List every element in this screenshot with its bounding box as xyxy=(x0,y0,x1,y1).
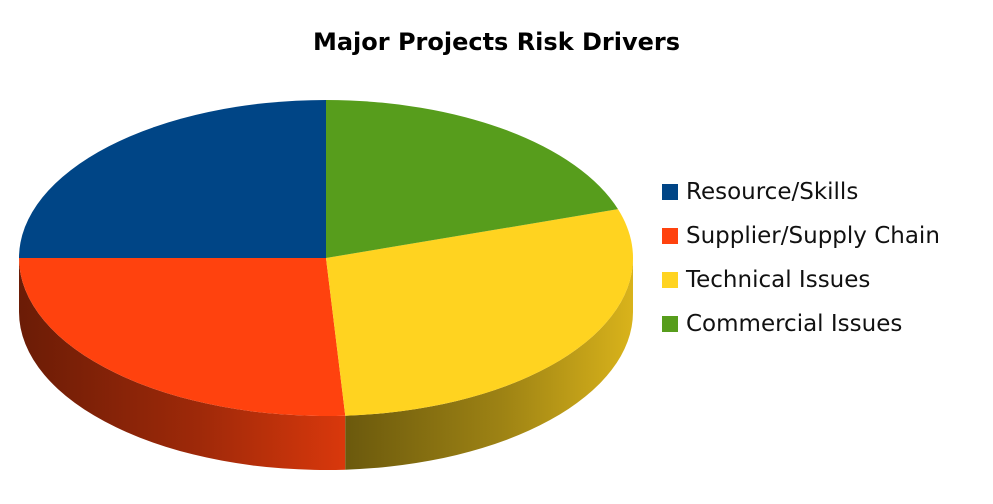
legend-label: Resource/Skills xyxy=(686,179,859,205)
legend-label: Technical Issues xyxy=(686,267,871,293)
legend-label: Commercial Issues xyxy=(686,311,903,337)
legend-swatch xyxy=(662,316,678,332)
legend-swatch xyxy=(662,272,678,288)
legend: Resource/Skills Supplier/Supply Chain Te… xyxy=(662,170,940,346)
legend-item-supplier-supply-chain: Supplier/Supply Chain xyxy=(662,214,940,258)
pie-slice-resource-skills xyxy=(19,100,326,258)
chart-title: Major Projects Risk Drivers xyxy=(312,28,681,56)
pie-side-supplier-supply-chain xyxy=(19,258,346,470)
legend-item-technical-issues: Technical Issues xyxy=(662,258,940,302)
legend-swatch xyxy=(662,228,678,244)
legend-label: Supplier/Supply Chain xyxy=(686,223,940,249)
legend-swatch xyxy=(662,184,678,200)
legend-item-resource-skills: Resource/Skills xyxy=(662,170,940,214)
pie-slice-commercial-issues xyxy=(326,100,618,258)
legend-item-commercial-issues: Commercial Issues xyxy=(662,302,940,346)
pie-side-technical-issues xyxy=(345,258,633,470)
pie-slice-technical-issues xyxy=(326,209,634,416)
pie-slice-supplier-supply-chain xyxy=(19,258,346,417)
